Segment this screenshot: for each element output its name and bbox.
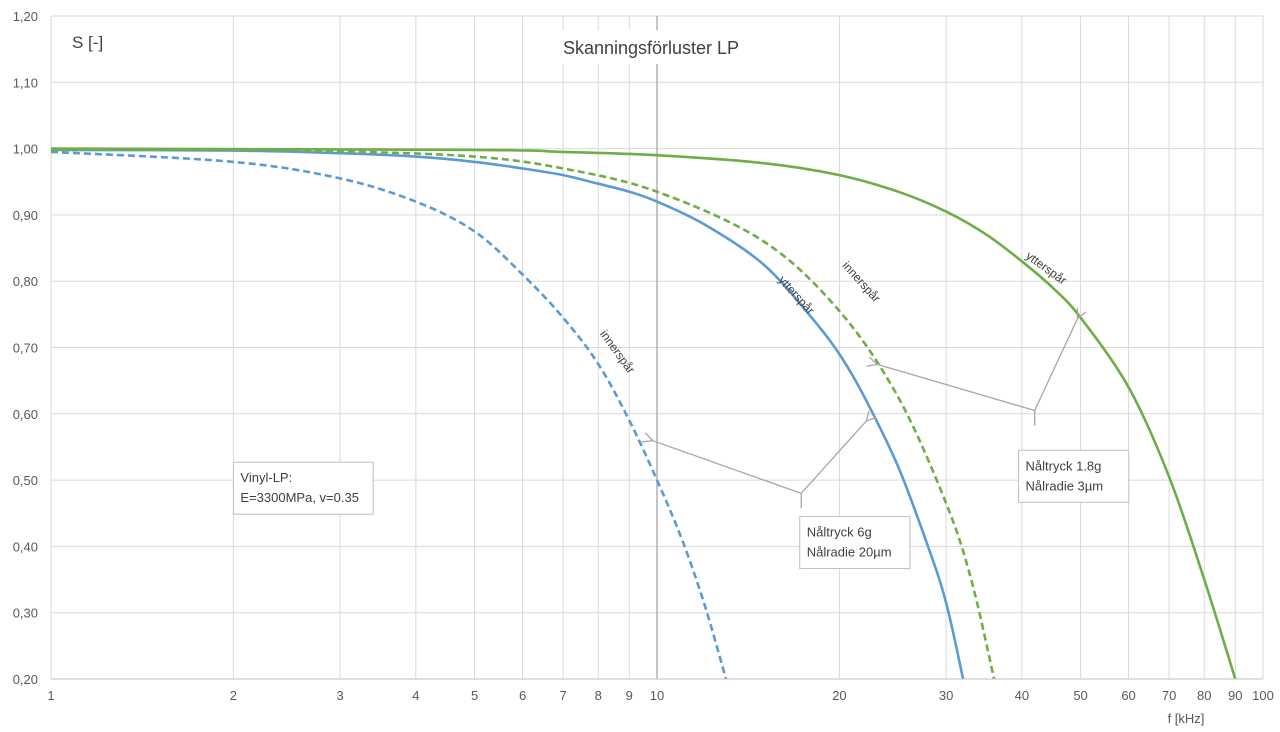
y-tick-label: 0,80 (13, 274, 38, 289)
y-tick-label: 0,30 (13, 606, 38, 621)
x-tick-label: 2 (230, 688, 237, 703)
annotation-box (1018, 449, 1130, 503)
series-label-1: ytterspår (776, 273, 818, 317)
x-tick-label: 80 (1197, 688, 1211, 703)
annotation-text: Nåltryck 1.8g (1026, 458, 1102, 473)
y-tick-label: 0,60 (13, 407, 38, 422)
annotation-text: Nåltryck 6g (807, 525, 872, 540)
x-tick-label: 90 (1228, 688, 1242, 703)
annotation-arrow (800, 420, 867, 494)
x-tick-label: 5 (471, 688, 478, 703)
annotation-text: Vinyl-LP: (240, 470, 292, 485)
annotation-arrow (876, 364, 1035, 412)
annotation-box (232, 461, 374, 515)
series-label-0: innerspår (597, 327, 638, 376)
x-tick-label: 7 (560, 688, 567, 703)
y-tick-label: 0,20 (13, 672, 38, 687)
y-tick-label: 0,70 (13, 341, 38, 356)
chart-title: Skanningsförluster LP (563, 38, 739, 58)
x-tick-label: 9 (626, 688, 633, 703)
y-axis-label: S [-] (72, 33, 103, 52)
x-tick-label: 1 (47, 688, 54, 703)
y-tick-label: 0,90 (13, 208, 38, 223)
annotation-text: E=3300MPa, v=0.35 (240, 490, 359, 505)
annotation-text: Nålradie 20µm (807, 545, 892, 560)
series-line-0 (50, 150, 728, 680)
x-tick-label: 70 (1162, 688, 1176, 703)
x-tick-label: 8 (595, 688, 602, 703)
annotation-text: Nålradie 3µm (1026, 478, 1104, 493)
y-tick-label: 1,10 (13, 75, 38, 90)
axes: Skanningsförluster LP S [-] f [kHz] (51, 16, 1264, 726)
annotation-box (799, 516, 911, 570)
x-tick-label: 3 (337, 688, 344, 703)
annotations: Vinyl-LP: E=3300MPa, v=0.35 Nåltryck 6g Nål… (232, 318, 1130, 570)
x-tick-label: 60 (1121, 688, 1135, 703)
x-axis-label: f [kHz] (1168, 711, 1205, 726)
x-tick-label: 30 (939, 688, 953, 703)
x-tick-label: 4 (412, 688, 419, 703)
series-label-2: innerspår (839, 259, 883, 306)
annotation-arrow (652, 440, 802, 494)
x-tick-label: 50 (1073, 688, 1087, 703)
y-tick-label: 1,20 (13, 9, 38, 24)
title-background (548, 30, 758, 64)
x-tick-label: 40 (1015, 688, 1029, 703)
x-tick-label: 6 (519, 688, 526, 703)
y-tick-label: 0,40 (13, 539, 38, 554)
y-tick-label: 1,00 (13, 142, 38, 157)
x-tick-label: 10 (650, 688, 664, 703)
tick-labels: 0,20 0,30 0,40 0,50 0,60 0,70 0,80 0,90 1,00 1,10… (13, 9, 1274, 703)
grid (50, 15, 1264, 680)
y-tick-label: 0,50 (13, 473, 38, 488)
annotation-arrow (1034, 318, 1078, 411)
series-line-1 (50, 148, 965, 680)
x-tick-label: 20 (832, 688, 846, 703)
series-line-3 (50, 147, 1237, 680)
x-tick-label: 100 (1252, 688, 1274, 703)
